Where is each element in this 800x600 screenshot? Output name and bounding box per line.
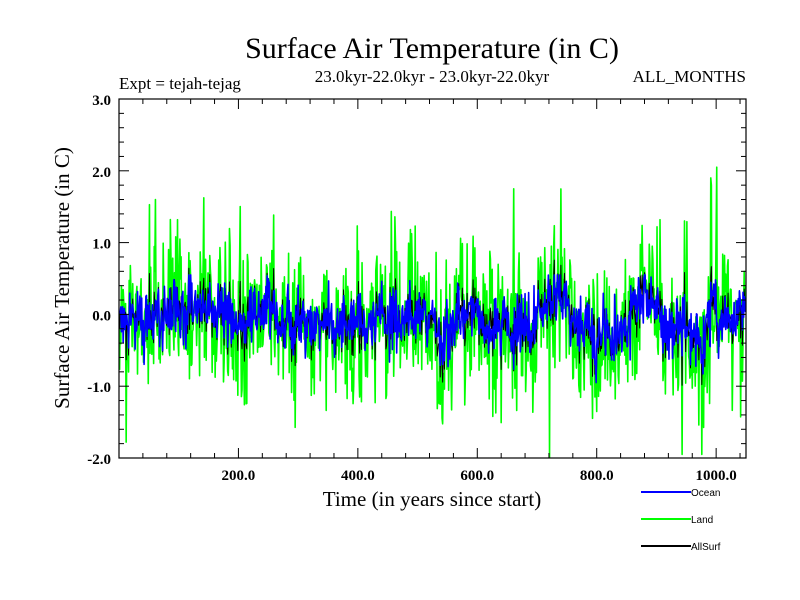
- series-line-ocean: [119, 274, 746, 384]
- chart-title: Surface Air Temperature (in C): [245, 32, 619, 65]
- legend-label-ocean: Ocean: [691, 488, 720, 499]
- y-tick-label: -1.0: [87, 380, 111, 396]
- legend-label-allsurf: AllSurf: [691, 542, 721, 553]
- series-line-land: [119, 166, 746, 458]
- x-tick-label: 1000.0: [696, 468, 737, 484]
- x-tick-label: 400.0: [341, 468, 375, 484]
- chart-subtitle-period: 23.0kyr-22.0kyr - 23.0kyr-22.0kyr: [315, 67, 550, 86]
- legend-label-land: Land: [691, 515, 713, 526]
- y-tick-label: -2.0: [87, 452, 111, 468]
- y-axis-label: Surface Air Temperature (in C): [50, 147, 74, 409]
- y-tick-label: 1.0: [92, 237, 111, 253]
- chart-subtitle-months: ALL_MONTHS: [633, 67, 746, 86]
- x-tick-label: 200.0: [222, 468, 256, 484]
- y-tick-label: 3.0: [92, 93, 111, 109]
- plot-frame: [118, 98, 747, 459]
- legend: Ocean Land AllSurf: [641, 488, 721, 553]
- x-tick-label: 800.0: [580, 468, 614, 484]
- chart-subtitle-experiment: Expt = tejah-tejag: [119, 74, 241, 93]
- y-tick-label: 0.0: [92, 308, 111, 324]
- y-tick-label: 2.0: [92, 165, 111, 181]
- x-tick-label: 600.0: [460, 468, 494, 484]
- series-layer: [119, 166, 746, 458]
- x-axis-label: Time (in years since start): [323, 487, 542, 511]
- axis-ticks: -2.0 -1.0 0.0 1.0 2.0 3.0 200.0 400.0 600.0 800.0…: [87, 93, 746, 484]
